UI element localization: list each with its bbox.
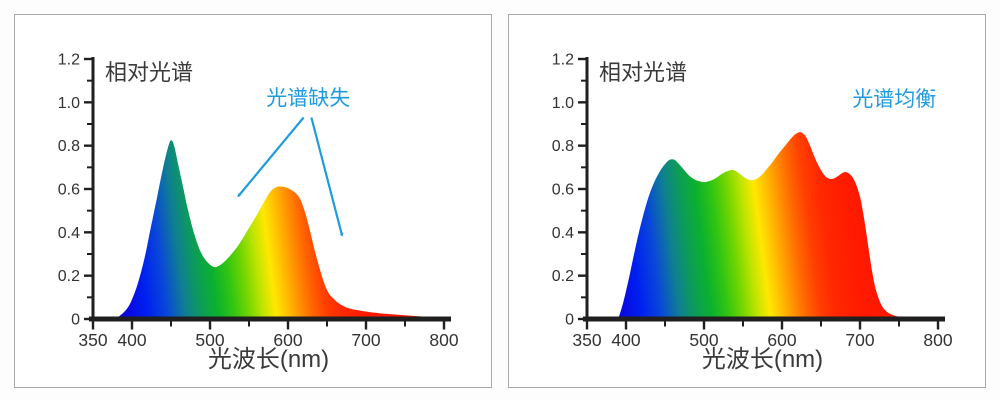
x-tick-label: 700: [845, 330, 874, 350]
y-tick-label: 0.4: [552, 225, 574, 242]
x-tick-label: 800: [429, 330, 458, 350]
spectrum-panel-missing: 350 400 500 600 700 800 0 0.2 0.4 0.6 0.8 1.0 1.2 相对光…: [14, 14, 492, 388]
x-tick-label: 350: [78, 330, 107, 350]
annotation-label: 光谱缺失: [266, 87, 350, 110]
y-tick-label: 0.6: [58, 182, 80, 199]
annotation-arrow: [239, 116, 305, 196]
y-tick-label: 1.0: [552, 95, 574, 112]
x-tick-label: 500: [195, 330, 224, 350]
spectrum-area: [114, 140, 445, 320]
annotation-arrow: [310, 117, 341, 235]
spectrum-chart-missing: 350 400 500 600 700 800 0 0.2 0.4 0.6 0.8 1.0 1.2 相对光…: [58, 52, 459, 374]
chart-title: 相对光谱: [105, 60, 193, 85]
annotation-label: 光谱均衡: [852, 88, 936, 111]
x-axis-label: 光波长(nm): [208, 346, 329, 373]
x-tick-label: 700: [351, 330, 380, 350]
x-tick-label: 500: [689, 330, 718, 350]
chart-title: 相对光谱: [599, 60, 687, 85]
x-axis-label: 光波长(nm): [702, 346, 823, 373]
y-tick-label: 0.4: [58, 225, 80, 242]
x-tick-label: 350: [572, 330, 601, 350]
y-tick-label: 0.2: [552, 268, 574, 285]
y-tick-label: 0: [565, 312, 574, 329]
y-tick-label: 0.8: [58, 138, 80, 155]
spectrum-chart-balanced: 350 400 500 600 700 800 0 0.2 0.4 0.6 0.8 1.0 1.2 相对光…: [552, 52, 953, 374]
spectrum-panel-balanced: 350 400 500 600 700 800 0 0.2 0.4 0.6 0.8 1.0 1.2 相对光…: [508, 14, 986, 388]
x-tick-label: 400: [117, 330, 146, 350]
spectrum-area: [618, 132, 919, 320]
y-tick-label: 0.8: [552, 138, 574, 155]
x-tick-label: 600: [273, 330, 302, 350]
y-tick-label: 1.2: [552, 52, 574, 69]
x-tick-label: 400: [611, 330, 640, 350]
y-tick-label: 0: [71, 312, 80, 329]
x-tick-label: 600: [767, 330, 796, 350]
y-tick-label: 1.2: [58, 52, 80, 69]
y-tick-label: 0.2: [58, 268, 80, 285]
y-tick-label: 1.0: [58, 95, 80, 112]
y-tick-label: 0.6: [552, 182, 574, 199]
x-tick-label: 800: [923, 330, 952, 350]
